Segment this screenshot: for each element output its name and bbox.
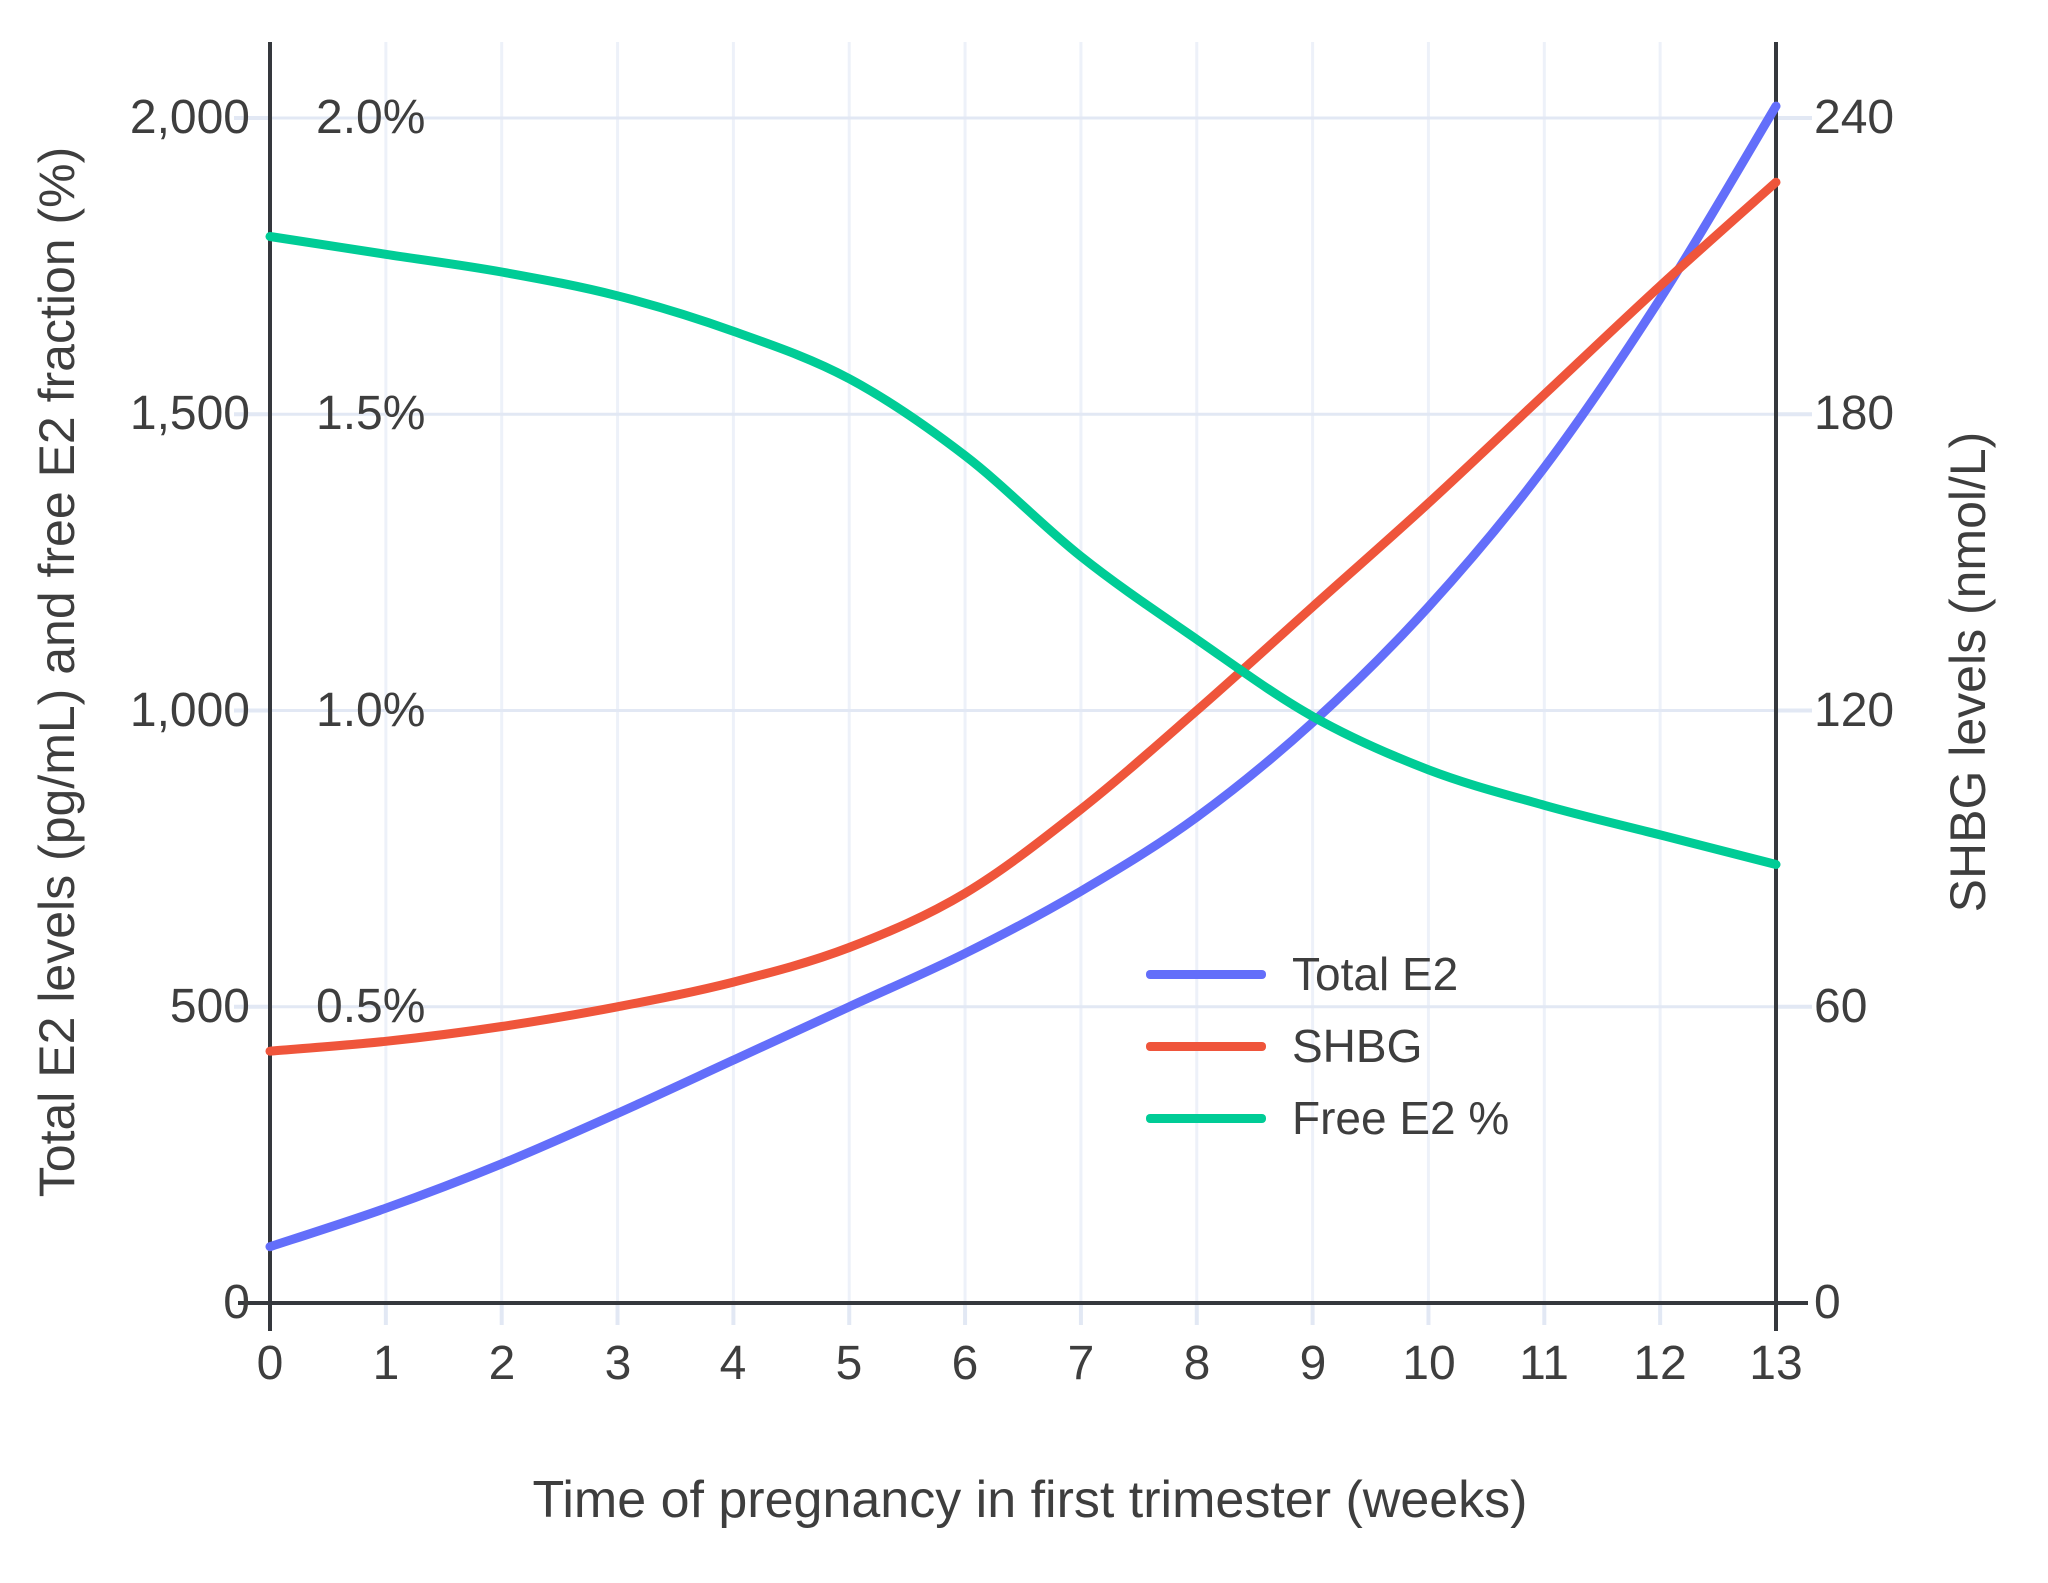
- x-tick-12: 12: [1633, 1337, 1687, 1390]
- series-line-free-e2-: [265, 232, 1781, 869]
- legend-label-shbg: SHBG: [1292, 1020, 1423, 1072]
- left-axis-tick-500: 500: [169, 980, 250, 1033]
- x-tick-3: 3: [604, 1337, 632, 1390]
- left-axis-tick-2000: 2,000: [129, 91, 250, 144]
- legend-label-free-e2: Free E2 %: [1292, 1092, 1510, 1144]
- x-tick-4: 4: [719, 1337, 747, 1390]
- x-tick-2: 2: [488, 1337, 516, 1390]
- legend: Total E2 SHBG Free E2 %: [1146, 938, 1509, 1154]
- x-tick-8: 8: [1183, 1337, 1211, 1390]
- legend-label-total-e2: Total E2: [1292, 948, 1459, 1000]
- x-tick-7: 7: [1067, 1337, 1095, 1390]
- legend-item-free-e2[interactable]: Free E2 %: [1146, 1082, 1509, 1154]
- x-tick-0: 0: [256, 1337, 284, 1390]
- shbg-line-swatch: [1146, 1041, 1266, 1051]
- percent-label-0.5: 0.5%: [316, 980, 426, 1033]
- x-tick-5: 5: [835, 1337, 863, 1390]
- x-tick-1: 1: [372, 1337, 400, 1390]
- x-axis-title: Time of pregnancy in first trimester (we…: [532, 1471, 1528, 1529]
- legend-item-total-e2[interactable]: Total E2: [1146, 938, 1509, 1010]
- percent-label-2.0: 2.0%: [316, 91, 426, 144]
- legend-item-shbg[interactable]: SHBG: [1146, 1010, 1509, 1082]
- left-axis-tick-0: 0: [223, 1276, 250, 1329]
- right-axis-tick-180: 180: [1814, 387, 1895, 440]
- percent-label-1.5: 1.5%: [316, 387, 426, 440]
- total-e2-line-swatch: [1146, 969, 1266, 979]
- series-line-shbg: [265, 177, 1781, 1056]
- x-tick-9: 9: [1299, 1337, 1327, 1390]
- left-axis-tick-1500: 1,500: [129, 387, 250, 440]
- right-axis-tick-0: 0: [1814, 1276, 1841, 1329]
- series-line-total-e2: [265, 101, 1781, 1252]
- left-axis-tick-1000: 1,000: [129, 684, 250, 737]
- x-tick-11: 11: [1519, 1337, 1569, 1390]
- left-axis-title: Total E2 levels (pg/mL) and free E2 frac…: [29, 146, 85, 1198]
- free-e2-line-swatch: [1146, 1113, 1266, 1123]
- right-axis-tick-120: 120: [1814, 684, 1895, 737]
- percent-label-1.0: 1.0%: [316, 684, 426, 737]
- right-axis-tick-240: 240: [1814, 91, 1895, 144]
- x-tick-13: 13: [1749, 1337, 1803, 1390]
- right-axis-title: SHBG levels (nmol/L): [1940, 431, 1996, 913]
- x-tick-6: 6: [951, 1337, 979, 1390]
- right-axis-tick-60: 60: [1814, 980, 1868, 1033]
- x-tick-10: 10: [1402, 1337, 1456, 1390]
